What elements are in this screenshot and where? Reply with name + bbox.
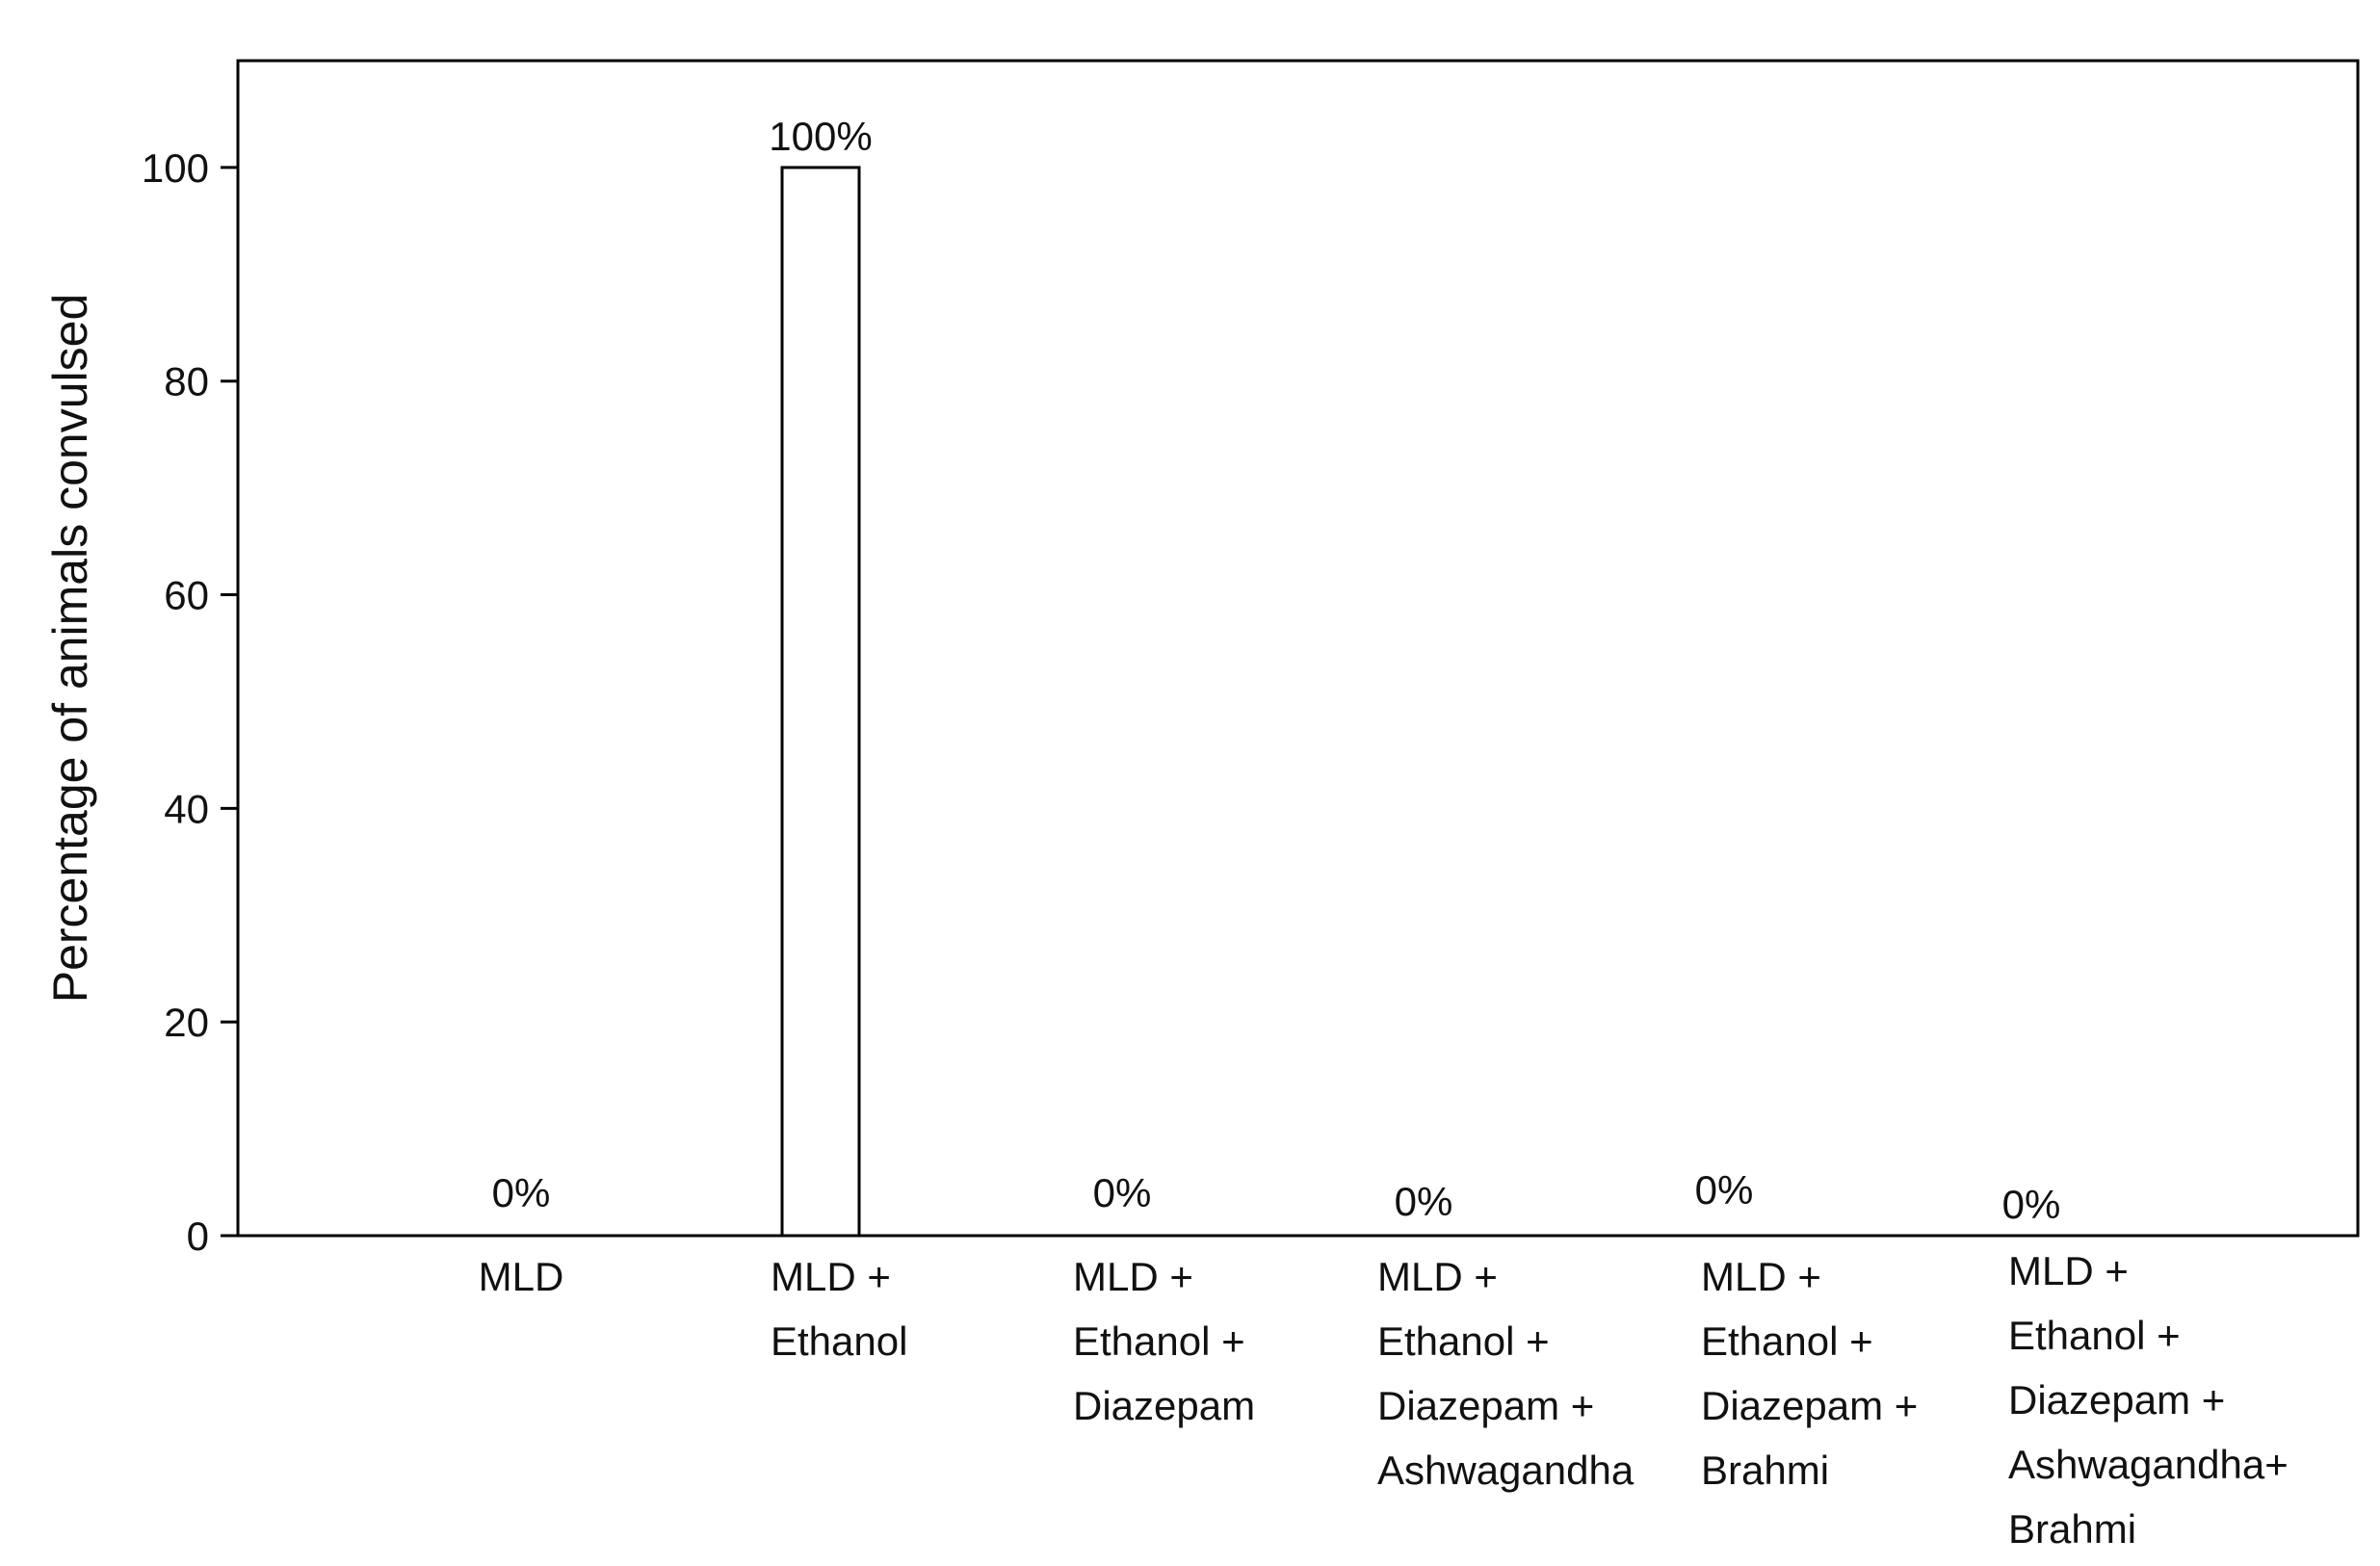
x-category-label-line: Ethanol + xyxy=(1377,1318,1550,1364)
bar-series xyxy=(780,166,861,1238)
y-tick-label: 60 xyxy=(164,573,209,618)
y-axis-title: Percentage of animals convulsed xyxy=(43,294,97,1004)
x-category-label-line: Ethanol + xyxy=(2008,1313,2181,1358)
x-category-label-line: Brahmi xyxy=(1701,1448,1829,1493)
x-category-label-line: Ethanol + xyxy=(1073,1318,1245,1364)
data-label: 0% xyxy=(1695,1167,1754,1213)
x-category-label: MLD + Ethanol + Diazepam xyxy=(1073,1254,1255,1428)
data-label: 0% xyxy=(492,1170,551,1215)
x-category-label-line: Ethanol xyxy=(771,1318,907,1364)
x-category-label-line: Ashwagandha+ xyxy=(2008,1442,2288,1487)
x-category-label-line: MLD xyxy=(479,1254,564,1299)
y-tick-label: 80 xyxy=(164,359,209,405)
x-category-label-line: MLD + xyxy=(1073,1254,1193,1299)
x-category-label-line: Diazepam + xyxy=(1377,1383,1594,1428)
y-tick-label: 20 xyxy=(164,1000,209,1045)
x-category-label: MLD + Ethanol + Diazepam + Ashwagandha+ Brah… xyxy=(2008,1248,2288,1552)
y-tick-label: 0 xyxy=(187,1214,209,1259)
x-category-label-line: MLD + xyxy=(2008,1248,2129,1293)
x-category-label: MLD + Ethanol xyxy=(771,1254,907,1364)
x-category-label-line: Diazepam + xyxy=(1701,1383,1918,1428)
bar xyxy=(780,166,861,1238)
x-category-label: MLD + Ethanol + Diazepam + Brahmi xyxy=(1701,1254,1918,1493)
x-category-label-line: Diazepam + xyxy=(2008,1377,2225,1422)
data-label: 100% xyxy=(769,114,872,159)
y-tick-label: 100 xyxy=(142,145,209,191)
plot-frame xyxy=(236,59,2360,1238)
x-category-label-line: Diazepam xyxy=(1073,1383,1255,1428)
x-category-label-line: MLD + xyxy=(771,1254,891,1299)
data-label: 0% xyxy=(1395,1179,1453,1224)
x-category-label-line: Ashwagandha xyxy=(1377,1448,1635,1493)
x-category-label-line: Brahmi xyxy=(2008,1506,2136,1552)
x-category-label-line: Ethanol + xyxy=(1701,1318,1873,1364)
data-labels: 0% 100% 0% 0% 0% 0% xyxy=(492,114,2061,1227)
data-label: 0% xyxy=(1093,1170,1152,1215)
x-category-label-line: MLD + xyxy=(1377,1254,1498,1299)
x-category-label: MLD xyxy=(479,1254,564,1299)
x-category-label: MLD + Ethanol + Diazepam + Ashwagandha xyxy=(1377,1254,1635,1493)
x-category-label-line: MLD + xyxy=(1701,1254,1821,1299)
y-tick-label: 40 xyxy=(164,786,209,831)
data-label: 0% xyxy=(2002,1182,2061,1227)
y-axis: 0 20 40 60 80 100 xyxy=(142,145,238,1259)
